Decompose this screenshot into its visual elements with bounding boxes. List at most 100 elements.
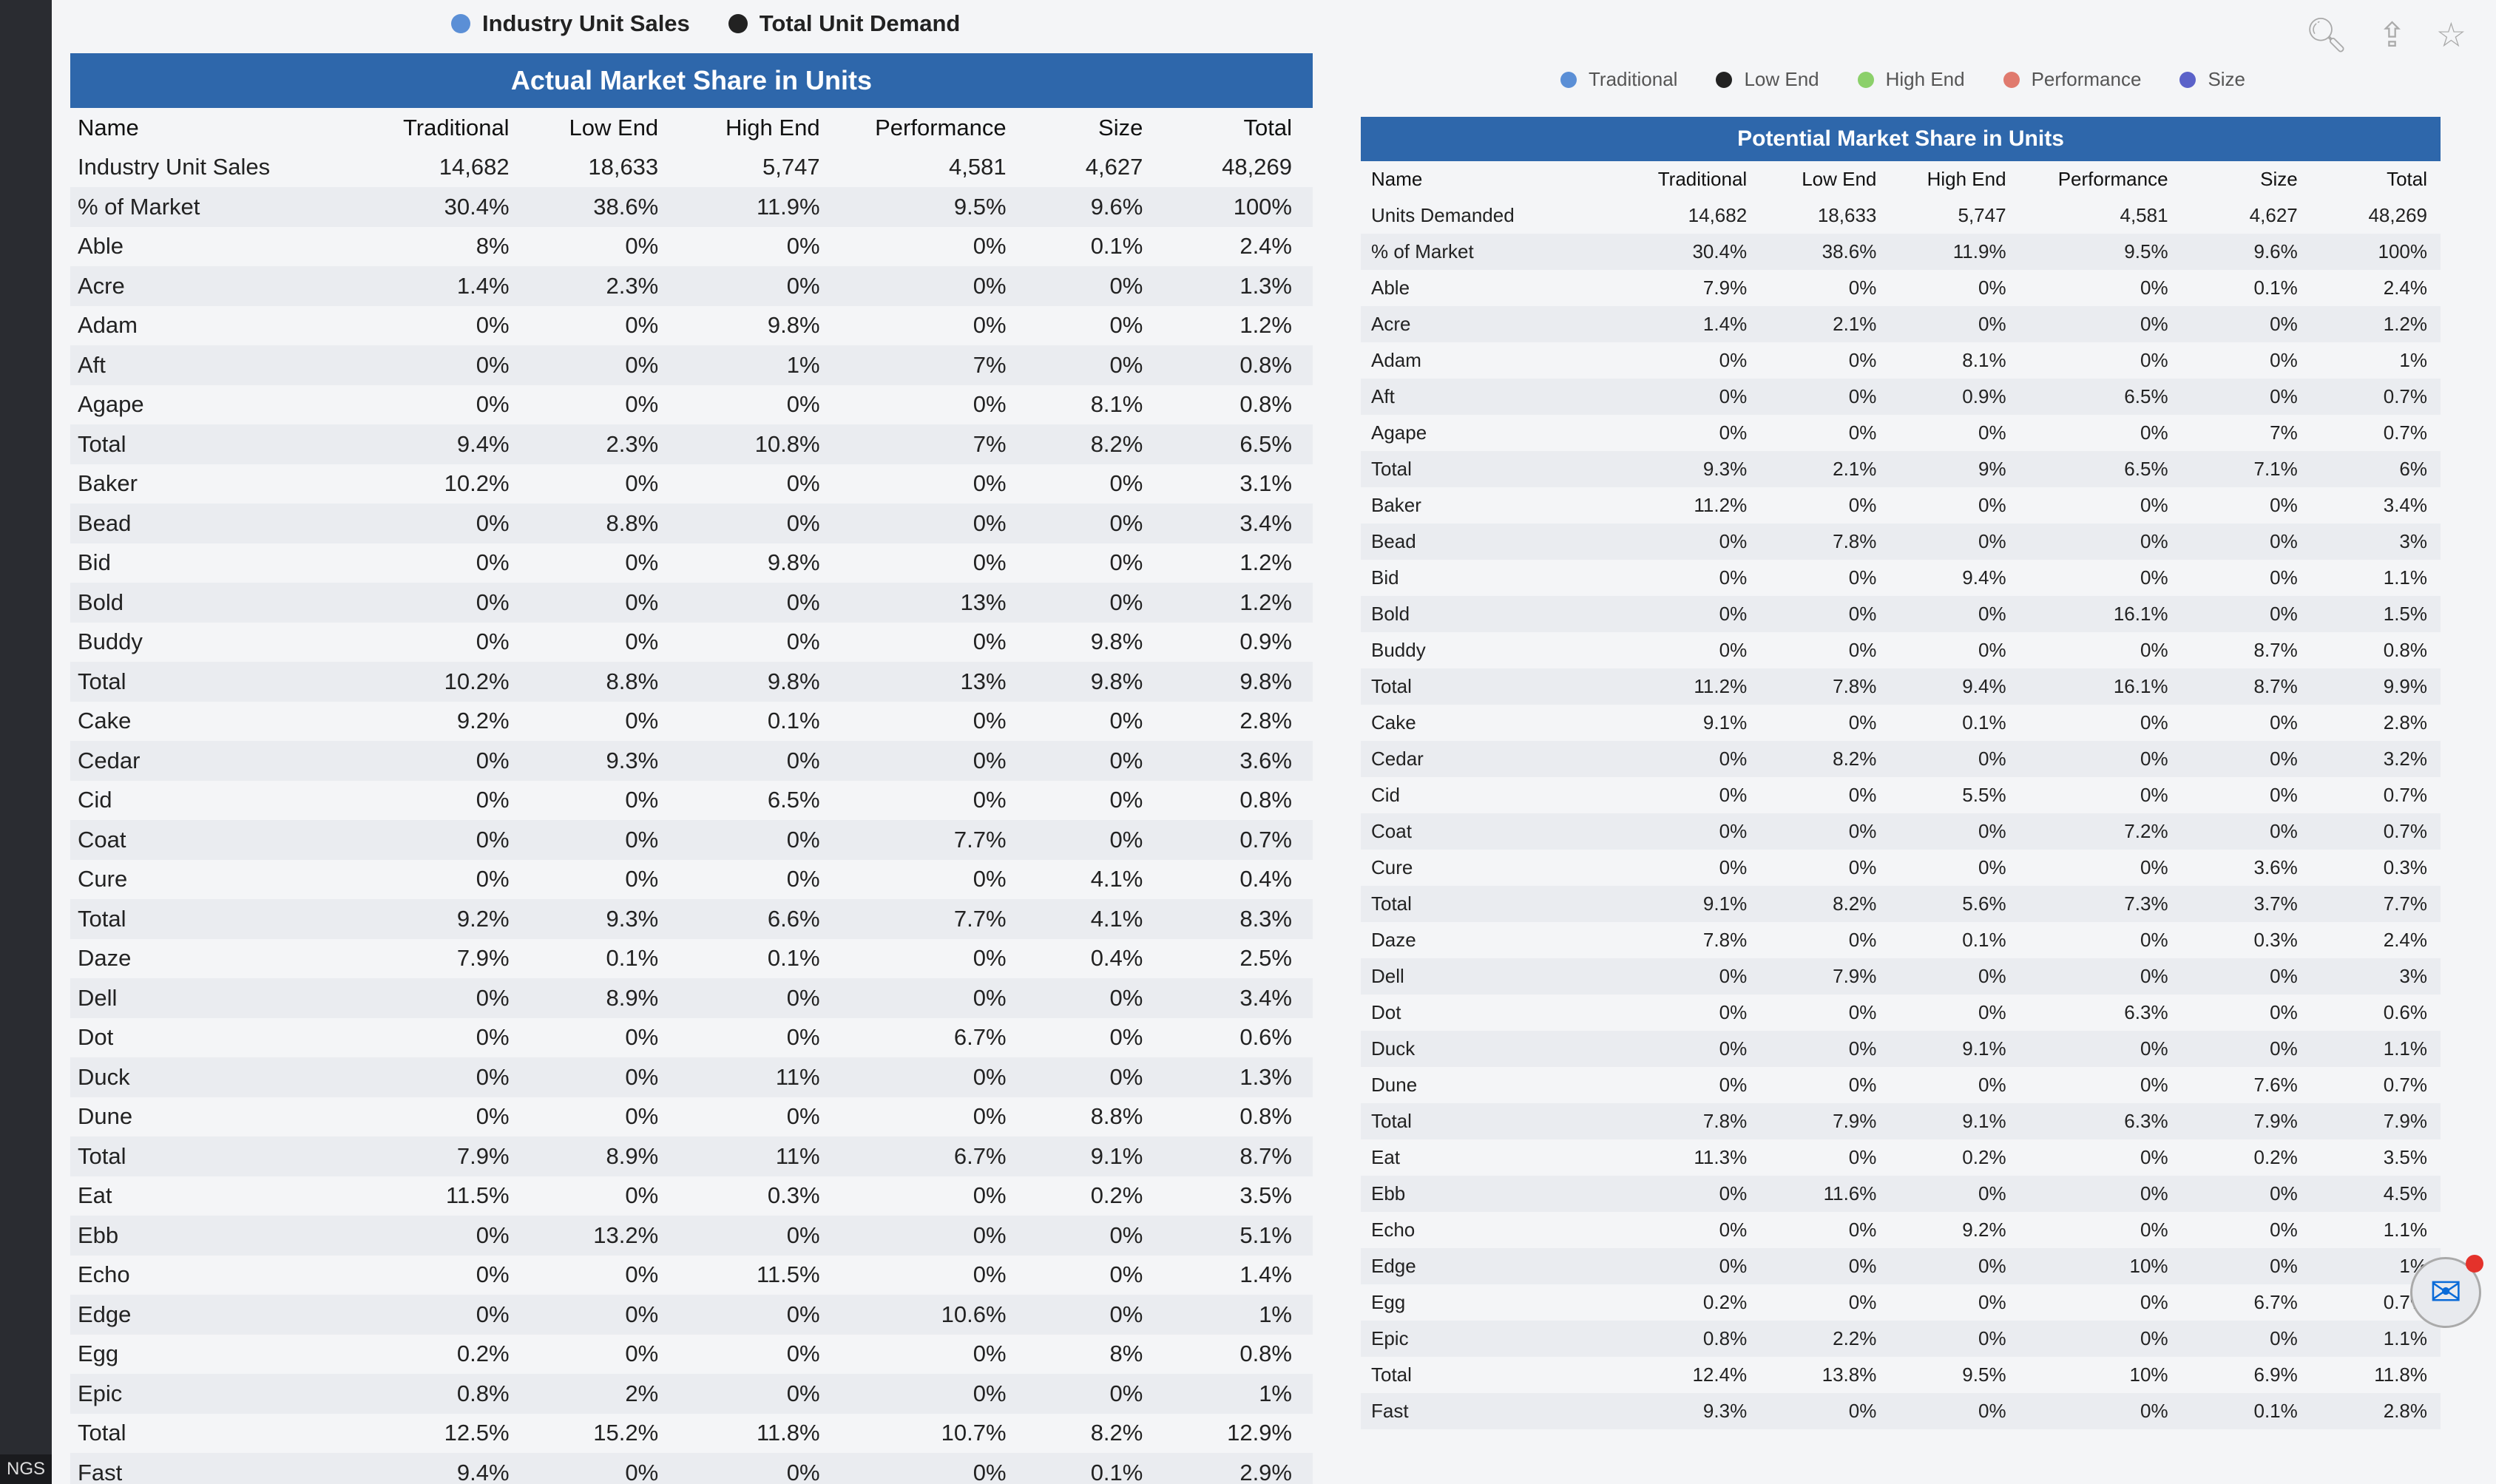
value-cell: 0% xyxy=(2019,306,2182,342)
table-row: Duck 0% 0% 11% 0% 0% 1.3% xyxy=(70,1057,1313,1097)
value-cell: 1% xyxy=(2399,349,2427,371)
column-header[interactable]: High End xyxy=(726,114,820,140)
value-cell: 4,627 xyxy=(2249,204,2298,226)
value-cell: 8.2% xyxy=(1760,886,1890,922)
star-icon[interactable]: ☆ xyxy=(2435,16,2466,54)
value-cell: 0% xyxy=(2181,596,2311,632)
legend-item-traditional[interactable]: Traditional xyxy=(1560,68,1677,91)
value-cell: 0.1% xyxy=(1027,1453,1164,1484)
search-icon[interactable]: 🔍︎ xyxy=(2304,16,2349,54)
column-header[interactable]: Total xyxy=(2387,168,2427,190)
row-name-cell: Coat xyxy=(1361,813,1599,850)
value-cell: 0% xyxy=(679,504,841,543)
value-cell: 8% xyxy=(476,233,510,260)
column-header[interactable]: Traditional xyxy=(402,114,510,140)
legend-item-total-unit-demand[interactable]: Total Unit Demand xyxy=(728,10,960,37)
value-cell: 0% xyxy=(1848,349,1877,371)
value-cell: 8.2% xyxy=(1090,1420,1143,1446)
value-cell: 10% xyxy=(2019,1248,2182,1284)
table-row: % of Market 30.4% 38.6% 11.9% 9.5% 9.6% 100% xyxy=(1361,234,2441,270)
value-cell: 4,581 xyxy=(948,154,1007,180)
chat-icon[interactable]: ✉ xyxy=(2410,1255,2483,1328)
table-row: Total 9.4% 2.3% 10.8% 7% 8.2% 6.5% xyxy=(70,424,1313,464)
value-cell: 6.5% xyxy=(1163,424,1313,464)
value-cell: 8.7% xyxy=(2181,668,2311,705)
value-cell: 0% xyxy=(1760,1031,1890,1067)
value-cell: 0.2% xyxy=(2253,1146,2298,1168)
table-row: Total 9.3% 2.1% 9% 6.5% 7.1% 6% xyxy=(1361,451,2441,487)
value-cell: 9.8% xyxy=(679,662,841,702)
value-cell: 0% xyxy=(840,266,1027,306)
column-header[interactable]: Traditional xyxy=(1657,168,1748,190)
value-cell: 10.6% xyxy=(840,1295,1027,1335)
legend-item-size[interactable]: Size xyxy=(2179,68,2245,91)
value-cell: 11.5% xyxy=(445,1182,510,1209)
value-cell: 0% xyxy=(973,866,1007,892)
row-name-cell: Echo xyxy=(1371,1219,1416,1241)
value-cell: 0% xyxy=(786,1103,820,1130)
column-header[interactable]: Performance xyxy=(2057,168,2168,190)
legend-item-performance[interactable]: Performance xyxy=(2003,68,2141,91)
value-cell: 11.6% xyxy=(1760,1176,1890,1212)
actual-header-row: Name Traditional Low End High End Performanc… xyxy=(70,108,1313,148)
value-cell: 0% xyxy=(625,1103,659,1130)
value-cell: 0% xyxy=(625,866,659,892)
legend-item-low-end[interactable]: Low End xyxy=(1716,68,1819,91)
value-cell: 9% xyxy=(1890,451,2020,487)
row-name-cell: Total xyxy=(1371,1363,1412,1386)
column-header[interactable]: Low End xyxy=(1802,168,1877,190)
value-cell: 0% xyxy=(840,1057,1027,1097)
value-cell: 9.1% xyxy=(1027,1136,1164,1176)
column-header[interactable]: Size xyxy=(1098,114,1143,140)
column-header[interactable]: Size xyxy=(2260,168,2298,190)
value-cell: 0.2% xyxy=(456,1341,510,1367)
table-row: Epic 0.8% 2% 0% 0% 0% 1% xyxy=(70,1374,1313,1414)
row-name-cell: Cid xyxy=(78,787,112,813)
value-cell: 0% xyxy=(1719,421,1748,444)
value-cell: 0% xyxy=(1109,1261,1143,1288)
value-cell: 0% xyxy=(786,866,820,892)
value-cell: 0% xyxy=(625,233,659,260)
value-cell: 3.6% xyxy=(1163,741,1313,781)
column-header[interactable]: Performance xyxy=(875,114,1007,140)
column-header[interactable]: Low End xyxy=(569,114,659,140)
table-row: Buddy 0% 0% 0% 0% 9.8% 0.9% xyxy=(70,623,1313,663)
value-cell: 6.5% xyxy=(2019,379,2182,415)
value-cell: 15.2% xyxy=(593,1420,659,1446)
value-cell: 0% xyxy=(1598,741,1761,777)
value-cell: 9.1% xyxy=(1598,886,1761,922)
value-cell: 10% xyxy=(2129,1363,2168,1386)
column-header[interactable]: Name xyxy=(1371,168,1423,190)
row-name-cell: Eat xyxy=(1371,1146,1401,1168)
value-cell: 0% xyxy=(2181,1176,2311,1212)
table-row: Bead 0% 8.8% 0% 0% 0% 3.4% xyxy=(70,504,1313,543)
table-row: Total 9.1% 8.2% 5.6% 7.3% 3.7% 7.7% xyxy=(1361,886,2441,922)
column-header[interactable]: High End xyxy=(1927,168,2006,190)
row-name-cell: Fast xyxy=(1361,1393,1599,1429)
value-cell: 0% xyxy=(1027,978,1164,1018)
column-header[interactable]: Name xyxy=(78,114,139,140)
value-cell: 3.7% xyxy=(2181,886,2311,922)
legend-item-high-end[interactable]: High End xyxy=(1857,68,1965,91)
value-cell: 0% xyxy=(2140,1291,2168,1313)
value-cell: 9.2% xyxy=(456,708,510,734)
value-cell: 9.8% xyxy=(1027,662,1164,702)
value-cell: 3.4% xyxy=(1163,504,1313,543)
value-cell: 0% xyxy=(1598,1248,1761,1284)
table-row: Agape 0% 0% 0% 0% 8.1% 0.8% xyxy=(70,385,1313,425)
value-cell: 0% xyxy=(1598,813,1761,850)
value-cell: 0% xyxy=(625,1182,659,1209)
value-cell: 10.7% xyxy=(941,1420,1007,1446)
value-cell: 0% xyxy=(1890,1321,2020,1357)
row-name-cell: % of Market xyxy=(70,187,356,227)
share-icon[interactable]: ⇪ xyxy=(2378,16,2407,54)
value-cell: 0% xyxy=(1719,856,1748,878)
value-cell: 0% xyxy=(1978,494,2006,516)
legend-item-industry-unit-sales[interactable]: Industry Unit Sales xyxy=(451,10,690,37)
column-header[interactable]: Total xyxy=(1243,114,1292,140)
value-cell: 7.9% xyxy=(356,1136,530,1176)
value-cell: 0.6% xyxy=(1239,1024,1292,1051)
value-cell: 3% xyxy=(2310,524,2441,560)
value-cell: 0% xyxy=(1848,1219,1877,1241)
value-cell: 0% xyxy=(2181,379,2311,415)
